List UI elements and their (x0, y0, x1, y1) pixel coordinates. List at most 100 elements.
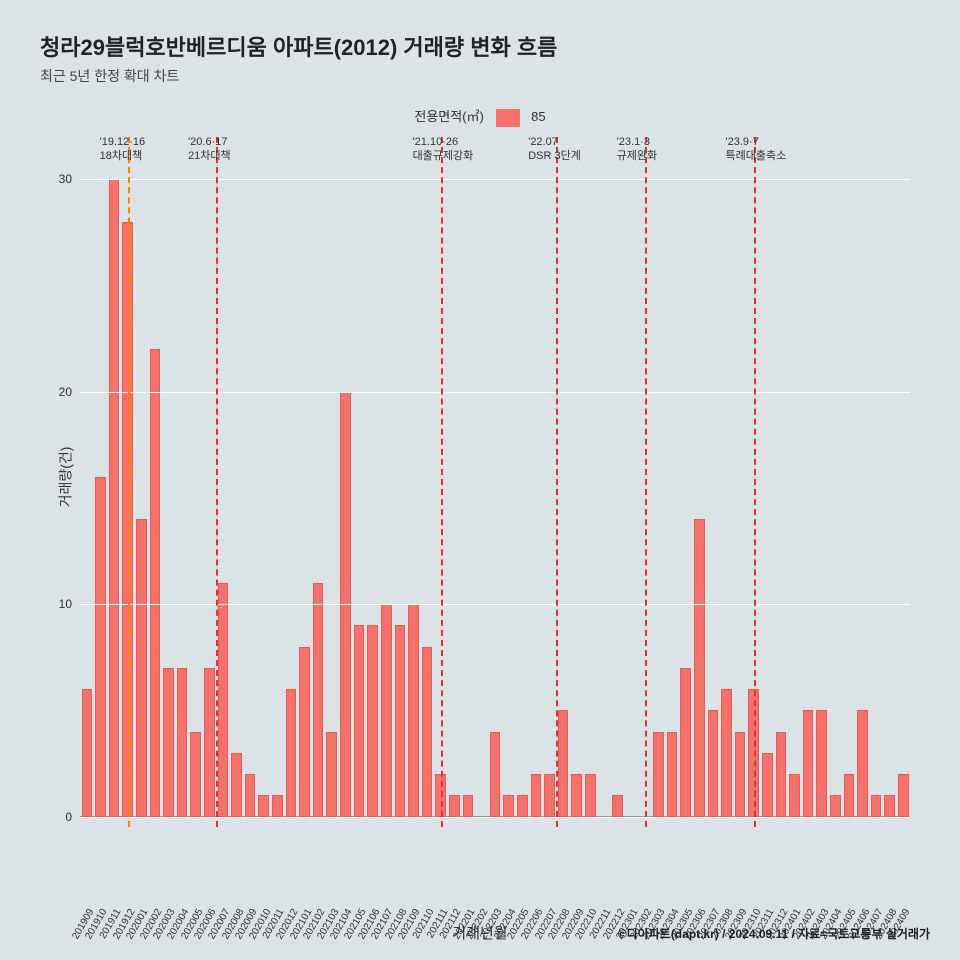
bar-slot (679, 137, 693, 817)
bar (844, 774, 855, 817)
bar (163, 668, 174, 817)
legend: 전용면적(㎡) 85 (20, 106, 940, 127)
bar-slot (447, 137, 461, 817)
gridline (80, 392, 910, 393)
bar-slot (366, 137, 380, 817)
event-annotation: '22.07DSR 3단계 (528, 135, 581, 164)
bar (544, 774, 555, 817)
event-date: '23.1·3 (617, 135, 657, 149)
bar (694, 519, 705, 817)
gridline (80, 179, 910, 180)
bar (299, 647, 310, 817)
bar-slot (420, 137, 434, 817)
event-annotation: '21.10·26대출규제강화 (413, 135, 474, 164)
event-date: '23.9·7 (726, 135, 787, 149)
bar-slot (502, 137, 516, 817)
event-label: 대출규제강화 (413, 149, 474, 163)
bar-slot (516, 137, 530, 817)
footer-credit: ©디아파트(dapt.kr) / 2024.09.11 / 자료=국토교통부 실… (618, 925, 930, 942)
event-line (441, 137, 443, 827)
bar (272, 795, 283, 816)
bar-slot (529, 137, 543, 817)
y-axis-label: 거래량(건) (55, 446, 75, 507)
chart-area: 거래량(건) 0102030'19.12·1618차대책'20.6·1721차대… (80, 137, 910, 817)
bar-slot (611, 137, 625, 817)
bar-slot (393, 137, 407, 817)
event-line (645, 137, 647, 827)
bar-slot (352, 137, 366, 817)
bar-slot (488, 137, 502, 817)
bar (231, 753, 242, 817)
bar (490, 732, 501, 817)
bar (449, 795, 460, 816)
bar (585, 774, 596, 817)
bar-slot (665, 137, 679, 817)
bar-slot (162, 137, 176, 817)
gridline (80, 817, 910, 818)
bar-slot (624, 137, 638, 817)
y-tick: 10 (59, 597, 80, 611)
event-label: 특례대출축소 (726, 149, 787, 163)
bar (680, 668, 691, 817)
bar (517, 795, 528, 816)
bar (762, 753, 773, 817)
bar-slot (652, 137, 666, 817)
event-date: '22.07 (528, 135, 581, 149)
bar-slot (379, 137, 393, 817)
legend-value: 85 (531, 109, 545, 124)
bar (136, 519, 147, 817)
bar-slot (339, 137, 353, 817)
bar-slot (475, 137, 489, 817)
bar-slot (189, 137, 203, 817)
event-line (128, 137, 130, 827)
bar-slot (107, 137, 121, 817)
bar (857, 710, 868, 816)
bar-slot (788, 137, 802, 817)
bar (381, 604, 392, 817)
bar-slot (94, 137, 108, 817)
bar-slot (284, 137, 298, 817)
y-tick: 20 (59, 385, 80, 399)
bar-slot (325, 137, 339, 817)
bar-slot (271, 137, 285, 817)
event-annotation: '23.1·3규제완화 (617, 135, 657, 164)
bar (326, 732, 337, 817)
bar-slot (407, 137, 421, 817)
legend-label: 전용면적(㎡) (414, 109, 484, 124)
bar (109, 179, 120, 817)
bar-slot (897, 137, 911, 817)
bar (218, 583, 229, 817)
bar (190, 732, 201, 817)
event-line (556, 137, 558, 827)
bar-slot (175, 137, 189, 817)
bar-slot (801, 137, 815, 817)
y-tick: 0 (65, 810, 80, 824)
event-annotation: '20.6·1721차대책 (188, 135, 231, 164)
bar-slot (760, 137, 774, 817)
event-date: '20.6·17 (188, 135, 231, 149)
event-date: '21.10·26 (413, 135, 474, 149)
bar-slot (230, 137, 244, 817)
bar-slot (556, 137, 570, 817)
bars-layer (80, 137, 910, 817)
bar (258, 795, 269, 816)
bar (735, 732, 746, 817)
bar (898, 774, 909, 817)
bar (776, 732, 787, 817)
bar (871, 795, 882, 816)
bar-slot (134, 137, 148, 817)
event-label: 21차대책 (188, 149, 231, 163)
chart-title: 청라29블럭호반베르디움 아파트(2012) 거래량 변화 흐름 (20, 30, 940, 62)
bar-slot (815, 137, 829, 817)
bar (503, 795, 514, 816)
bar (816, 710, 827, 816)
event-annotation: '19.12·1618차대책 (100, 135, 146, 164)
bar-slot (80, 137, 94, 817)
bar-slot (570, 137, 584, 817)
bar-slot (720, 137, 734, 817)
bar-slot (869, 137, 883, 817)
bar (571, 774, 582, 817)
bar (367, 625, 378, 816)
bar-slot (842, 137, 856, 817)
bar-slot (856, 137, 870, 817)
